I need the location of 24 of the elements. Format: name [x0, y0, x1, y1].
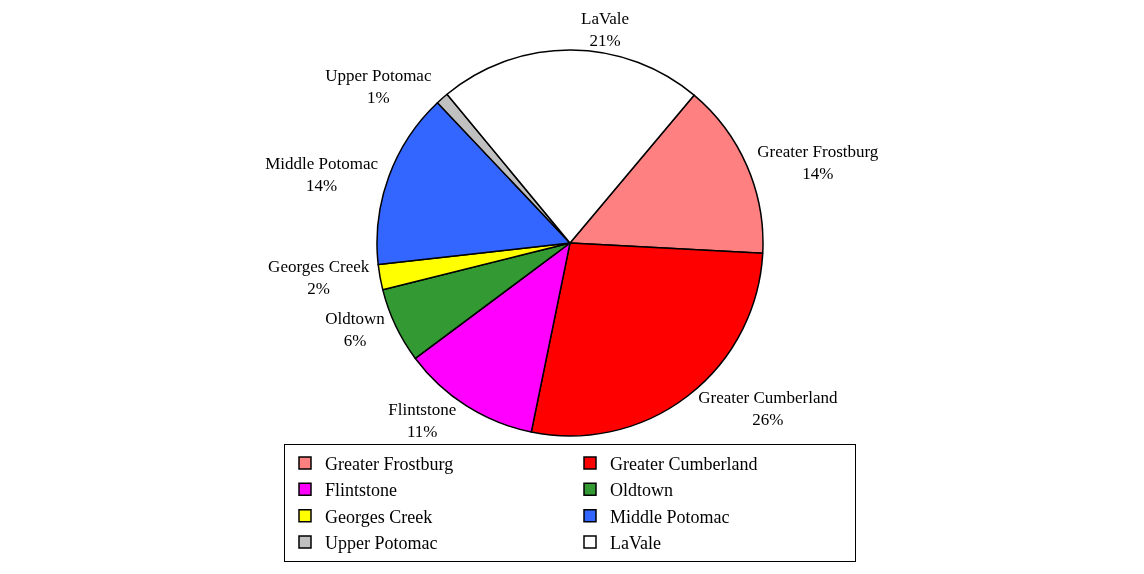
slice-label: Flintstone	[388, 400, 457, 420]
legend-label: Greater Cumberland	[610, 453, 758, 474]
slice-label: Georges Creek	[268, 257, 370, 277]
legend-label: Middle Potomac	[610, 506, 730, 527]
data-label: 26%	[752, 410, 784, 430]
legend-label: LaVale	[610, 533, 661, 554]
data-label: 21%	[589, 31, 621, 50]
slice-label: Middle Potomac	[265, 153, 379, 173]
slice-label: Greater Cumberland	[698, 388, 838, 408]
data-label: 11%	[406, 422, 438, 442]
legend-label: Greater Frostburg	[325, 453, 454, 474]
data-label: 2%	[307, 279, 331, 299]
slice-label: Oldtown	[325, 308, 386, 328]
data-label: 14%	[306, 175, 338, 195]
slice-label: Upper Potomac	[325, 66, 432, 86]
legend-label: Georges Creek	[325, 506, 433, 527]
data-label: 1%	[367, 88, 390, 108]
slice-label: Greater Frostburg	[757, 142, 879, 162]
data-label: 6%	[343, 331, 367, 351]
legend-label: Upper Potomac	[325, 533, 438, 554]
legend-label: Oldtown	[610, 480, 673, 501]
data-label: 14%	[802, 164, 834, 184]
legend-label: Flintstone	[325, 480, 398, 501]
slice-label: LaVale	[580, 8, 630, 28]
